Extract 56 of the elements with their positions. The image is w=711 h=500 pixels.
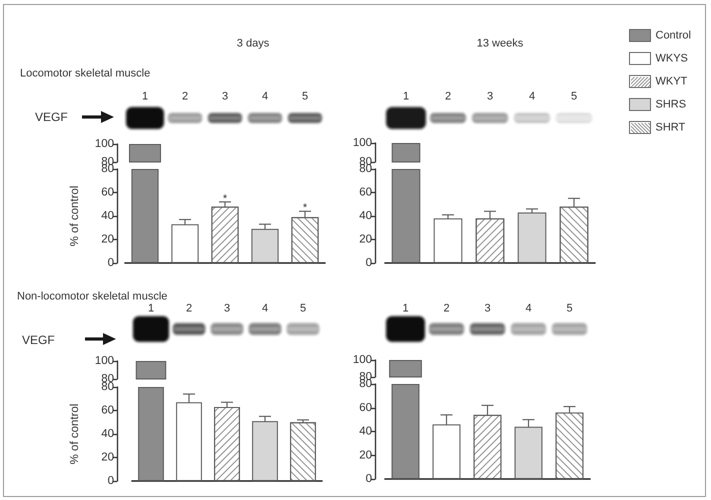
y-tick-label: 20 — [101, 452, 114, 464]
annotation: * — [302, 201, 308, 215]
x-tick-label: 3 — [224, 302, 230, 314]
y-tick-label: 20 — [101, 234, 114, 246]
annotation: * — [222, 192, 228, 206]
x-tick-label: 3 — [484, 302, 491, 314]
y-tick-label: 20 — [359, 449, 372, 462]
y-tick-label: 0 — [108, 475, 114, 487]
x-tick-label: 1 — [402, 90, 410, 102]
y-tick-label: 0 — [108, 257, 114, 269]
x-tick-label: 5 — [566, 302, 573, 314]
y-tick-label: 60 — [359, 402, 372, 414]
y-axis-title: % of control — [69, 404, 81, 464]
x-tick-label: 2 — [443, 302, 450, 314]
x-tick-label: 3 — [486, 90, 494, 102]
y-tick-label: 40 — [101, 210, 114, 222]
y-tick-label: 100 — [352, 137, 372, 149]
x-tick-label: 5 — [300, 302, 306, 314]
chart-subtitle: Non-locomotor skeletal muscle — [17, 290, 168, 302]
legend-label: SHRT — [656, 122, 686, 134]
x-tick-label: 4 — [262, 90, 268, 102]
y-tick-label: 20 — [359, 234, 372, 246]
y-tick-label: 100 — [352, 354, 372, 366]
y-tick-label: 0 — [366, 473, 372, 485]
x-tick-label: 1 — [402, 302, 409, 314]
y-tick-label: 40 — [359, 426, 372, 438]
legend-label: Control — [656, 30, 691, 42]
y-tick-label: 60 — [101, 186, 114, 198]
y-tick-label: 40 — [101, 428, 114, 440]
x-tick-label: 3 — [222, 90, 228, 102]
x-tick-label: 2 — [186, 302, 192, 314]
legend-label: WKYT — [656, 76, 688, 88]
text: VEGF — [22, 333, 55, 347]
x-tick-label: 5 — [302, 90, 308, 102]
y-axis-title: % of control — [69, 186, 81, 246]
y-tick-label: 100 — [94, 138, 114, 150]
y-tick-label: 60 — [101, 404, 114, 416]
x-tick-label: 4 — [525, 302, 532, 314]
y-tick-label: 40 — [359, 210, 372, 222]
y-tick-label: 80 — [101, 381, 114, 393]
legend-label: WKYS — [656, 52, 688, 64]
chart-title: 13 weeks — [476, 38, 524, 50]
x-tick-label: 5 — [570, 90, 578, 102]
text: VEGF — [35, 110, 68, 124]
chart-subtitle: Locomotor skeletal muscle — [20, 68, 150, 80]
y-tick-label: 60 — [359, 186, 372, 198]
x-tick-label: 1 — [148, 302, 154, 314]
y-tick-label: 100 — [94, 355, 114, 367]
x-tick-label: 2 — [444, 90, 452, 102]
x-tick-label: 1 — [142, 90, 148, 102]
y-tick-label: 0 — [366, 257, 372, 269]
x-tick-label: 4 — [262, 302, 268, 314]
chart-title: 3 days — [236, 38, 270, 50]
x-tick-label: 4 — [528, 90, 536, 102]
legend-label: SHRS — [656, 98, 686, 110]
x-tick-label: 2 — [182, 90, 188, 102]
